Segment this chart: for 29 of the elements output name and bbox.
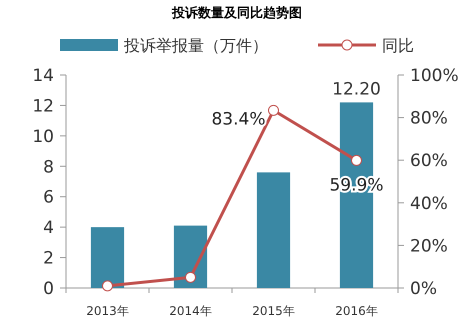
y-tick-label: 8 bbox=[43, 157, 54, 178]
y-tick-label: 0 bbox=[43, 279, 54, 299]
y-tick-label: 10 bbox=[32, 126, 54, 147]
y2-tick-label: 20% bbox=[410, 236, 448, 256]
data-label: 83.4% bbox=[211, 109, 266, 130]
y2-tick-label: 60% bbox=[410, 151, 448, 172]
data-label: 12.20 bbox=[332, 79, 381, 100]
y2-tick-label: 40% bbox=[410, 194, 448, 214]
y2-tick-label: 80% bbox=[410, 108, 448, 129]
point bbox=[351, 154, 362, 166]
bar bbox=[256, 172, 290, 288]
point bbox=[185, 272, 196, 283]
x-tick-label: 2015年 bbox=[252, 304, 295, 318]
x-tick-label: 2013年 bbox=[86, 304, 129, 318]
y-tick-label: 6 bbox=[43, 188, 54, 208]
legend-label: 同比 bbox=[382, 36, 414, 55]
y-tick-label: 2 bbox=[43, 248, 54, 269]
bar bbox=[90, 227, 124, 288]
y-tick-label: 4 bbox=[43, 218, 54, 238]
point bbox=[102, 280, 113, 292]
chart-title: 投诉数量及同比趋势图 bbox=[171, 5, 302, 21]
x-tick-label: 2016年 bbox=[335, 304, 378, 318]
legend-label: 投诉举报量（万件） bbox=[123, 36, 268, 55]
y-tick-label: 12 bbox=[32, 96, 54, 116]
x-tick-label: 2014年 bbox=[169, 304, 212, 318]
y2-tick-label: 0% bbox=[410, 279, 437, 299]
y-tick-label: 14 bbox=[32, 66, 54, 86]
y2-tick-label: 100% bbox=[410, 66, 459, 86]
point bbox=[268, 104, 279, 116]
